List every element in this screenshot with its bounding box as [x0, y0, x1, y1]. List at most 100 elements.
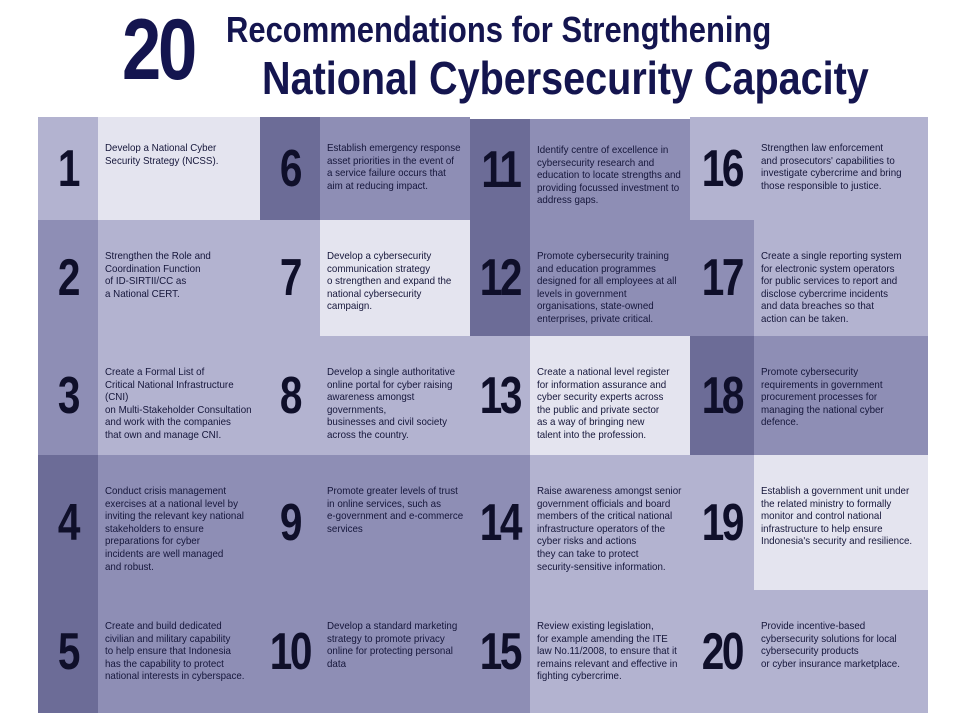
recommendation-text: Create a single reporting system for ele… [761, 250, 902, 325]
recommendation-cell: 6 Establish emergency response asset prio… [260, 117, 470, 220]
recommendation-cell: 11 Identify centre of excellence in cyber… [470, 119, 690, 220]
title-line-1: Recommendations for Strengthening [226, 9, 772, 50]
recommendation-number: 8 [260, 336, 320, 455]
title-line-2: National Cybersecurity Capacity [262, 52, 869, 104]
recommendation-text: Establish a government unit under the re… [761, 485, 913, 548]
recommendation-text-block: Promote greater levels of trust in onlin… [320, 455, 470, 590]
recommendation-cell: 2 Strengthen the Role and Coordination Fu… [38, 220, 260, 336]
recommendation-number: 15 [470, 590, 530, 713]
recommendation-text-block: Create a national level register for inf… [530, 336, 690, 455]
recommendation-cell: 4 Conduct crisis management exercises at … [38, 455, 260, 590]
recommendation-cell: 14 Raise awareness amongst senior govern… [470, 455, 690, 590]
recommendation-text: Strengthen the Role and Coordination Fun… [105, 250, 211, 300]
recommendation-number-text: 6 [279, 139, 303, 198]
recommendation-number: 9 [260, 455, 320, 590]
title-number: 20 [122, 2, 197, 98]
recommendation-text-block: Develop a cybersecurity communication st… [320, 220, 470, 336]
recommendation-text: Develop a National Cyber Security Strate… [105, 142, 219, 167]
recommendation-number: 16 [690, 117, 754, 220]
recommendation-number-text: 10 [269, 622, 313, 681]
recommendation-number: 3 [38, 336, 98, 455]
recommendation-number-text: 2 [57, 249, 81, 307]
recommendation-text: Promote cybersecurity training and educa… [537, 250, 677, 325]
recommendation-number-text: 5 [57, 622, 81, 681]
recommendation-cell: 15 Review existing legislation, for examp… [470, 590, 690, 713]
recommendation-text: Develop a standard marketing strategy to… [327, 620, 458, 670]
recommendation-number: 5 [38, 590, 98, 713]
recommendation-text-block: Create a Formal List of Critical Nationa… [98, 336, 260, 455]
recommendation-number-text: 18 [701, 366, 745, 425]
recommendation-cell: 7 Develop a cybersecurity communication s… [260, 220, 470, 336]
recommendation-number-text: 16 [701, 139, 745, 198]
recommendation-cell: 8 Develop a single authoritative online p… [260, 336, 470, 455]
recommendation-number-text: 1 [57, 139, 81, 198]
recommendation-text: Conduct crisis management exercises at a… [105, 485, 244, 573]
recommendation-number-text: 13 [479, 366, 523, 425]
recommendation-number-text: 3 [57, 366, 81, 425]
recommendation-text: Create a national level register for inf… [537, 366, 670, 441]
recommendation-number-text: 20 [701, 622, 745, 681]
recommendation-number-text: 9 [279, 493, 303, 552]
recommendation-number-text: 7 [279, 249, 303, 307]
recommendation-number-text: 4 [57, 493, 81, 552]
recommendation-cell: 1 Develop a National Cyber Security Strat… [38, 117, 260, 220]
recommendation-text-block: Establish emergency response asset prior… [320, 117, 470, 220]
recommendation-number-text: 12 [479, 249, 523, 307]
recommendation-cell: 12 Promote cybersecurity training and edu… [470, 220, 690, 336]
recommendation-number-text: 11 [480, 140, 522, 199]
recommendation-number: 18 [690, 336, 754, 455]
recommendation-text-block: Strengthen law enforcement and prosecuto… [754, 117, 928, 220]
recommendation-text-block: Develop a single authoritative online po… [320, 336, 470, 455]
recommendation-number: 13 [470, 336, 530, 455]
recommendation-text: Establish emergency response asset prior… [327, 142, 461, 192]
recommendation-text: Create and build dedicated civilian and … [105, 620, 245, 683]
recommendation-text-block: Strengthen the Role and Coordination Fun… [98, 220, 260, 336]
recommendation-number: 2 [38, 220, 98, 336]
recommendation-text: Provide incentive-based cybersecurity so… [761, 620, 900, 670]
recommendation-number: 6 [260, 117, 320, 220]
recommendation-text: Promote greater levels of trust in onlin… [327, 485, 464, 535]
recommendation-number: 17 [690, 220, 754, 336]
recommendation-text-block: Establish a government unit under the re… [754, 455, 928, 590]
recommendation-cell: 18 Promote cybersecurity requirements in … [690, 336, 928, 455]
recommendation-text-block: Raise awareness amongst senior governmen… [530, 455, 690, 590]
recommendation-cell: 13 Create a national level register for i… [470, 336, 690, 455]
recommendation-cell: 5 Create and build dedicated civilian and… [38, 590, 260, 713]
recommendation-text: Develop a cybersecurity communication st… [327, 250, 452, 313]
recommendation-text: Develop a single authoritative online po… [327, 366, 456, 441]
recommendation-cell: 9 Promote greater levels of trust in onli… [260, 455, 470, 590]
recommendation-cell: 19 Establish a government unit under the … [690, 455, 928, 590]
recommendation-number: 10 [260, 590, 320, 713]
recommendation-cell: 10 Develop a standard marketing strategy … [260, 590, 470, 713]
recommendation-text-block: Create and build dedicated civilian and … [98, 590, 260, 713]
recommendation-text-block: Promote cybersecurity training and educa… [530, 220, 690, 336]
recommendation-number-text: 15 [479, 622, 523, 681]
recommendation-number: 11 [470, 119, 530, 220]
recommendation-text: Raise awareness amongst senior governmen… [537, 485, 682, 573]
recommendation-text: Review existing legislation, for example… [537, 620, 678, 683]
recommendation-number: 14 [470, 455, 530, 590]
recommendation-text-block: Promote cybersecurity requirements in go… [754, 336, 928, 455]
recommendation-text-block: Provide incentive-based cybersecurity so… [754, 590, 928, 713]
recommendation-number: 20 [690, 590, 754, 713]
title-banner: 20 Recommendations for Strengthening Nat… [0, 0, 960, 112]
recommendation-text-block: Conduct crisis management exercises at a… [98, 455, 260, 590]
recommendation-text: Strengthen law enforcement and prosecuto… [761, 142, 902, 192]
recommendation-number: 7 [260, 220, 320, 336]
recommendation-number: 19 [690, 455, 754, 590]
recommendation-text-block: Identify centre of excellence in cyberse… [530, 119, 690, 220]
recommendation-text-block: Develop a standard marketing strategy to… [320, 590, 470, 713]
recommendation-number: 12 [470, 220, 530, 336]
recommendation-text-block: Review existing legislation, for example… [530, 590, 690, 713]
recommendations-grid: 1 Develop a National Cyber Security Strat… [38, 117, 928, 713]
recommendation-text: Promote cybersecurity requirements in go… [761, 366, 884, 429]
recommendation-number-text: 17 [701, 249, 745, 307]
recommendation-cell: 3 Create a Formal List of Critical Nation… [38, 336, 260, 455]
recommendation-text: Identify centre of excellence in cyberse… [537, 144, 681, 207]
recommendation-cell: 16 Strengthen law enforcement and prosecu… [690, 117, 928, 220]
recommendation-cell: 20 Provide incentive-based cybersecurity … [690, 590, 928, 713]
recommendation-cell: 17 Create a single reporting system for e… [690, 220, 928, 336]
recommendation-text-block: Create a single reporting system for ele… [754, 220, 928, 336]
recommendation-number: 1 [38, 117, 98, 220]
recommendation-number-text: 19 [701, 493, 745, 552]
